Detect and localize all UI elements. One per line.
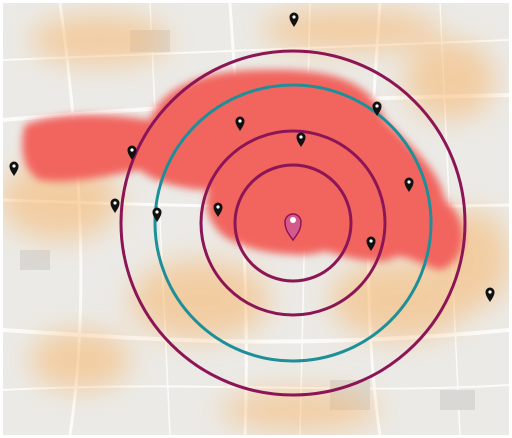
radius-ring [119, 49, 467, 397]
center-pin [284, 213, 302, 242]
radius-ring [153, 83, 433, 363]
radius-ring [199, 129, 387, 317]
radius-ring [233, 163, 353, 283]
